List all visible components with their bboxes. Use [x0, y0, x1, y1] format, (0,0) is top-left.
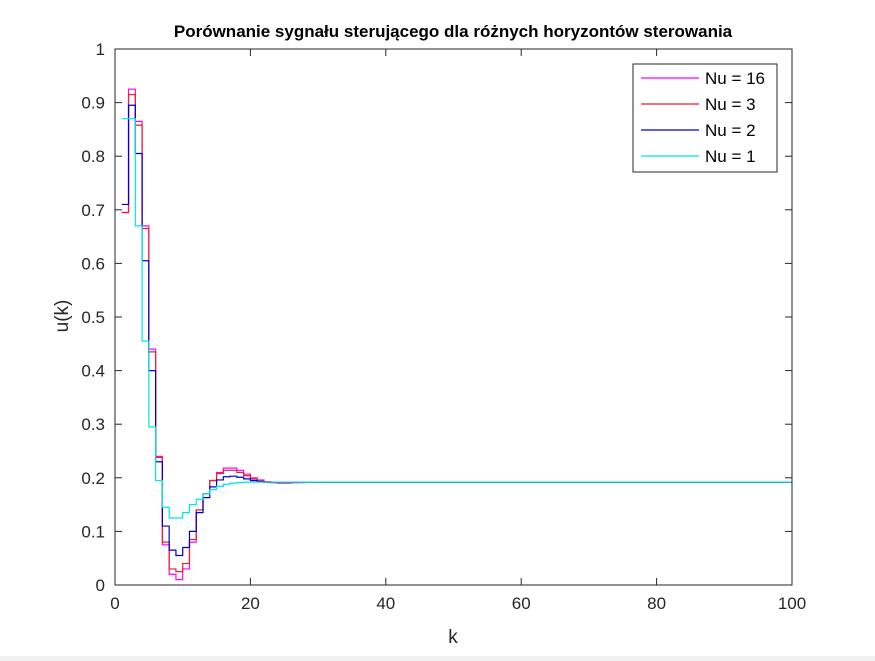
- y-tick-label: 0.7: [81, 201, 105, 220]
- x-tick-label: 0: [110, 594, 119, 613]
- x-tick-label: 80: [647, 594, 666, 613]
- series-line-4: [121, 118, 792, 519]
- y-tick-label: 0.1: [81, 522, 105, 541]
- y-tick-label: 0.5: [81, 308, 105, 327]
- y-tick-label: 0.6: [81, 254, 105, 273]
- chart-title: Porównanie sygnału sterującego dla różny…: [174, 22, 733, 41]
- x-tick-label: 60: [512, 594, 531, 613]
- y-axis-label: u(k): [52, 300, 73, 333]
- axes-layer: 0 20 40 60 80 100 0 0.1 0.2 0.3 0.4 0.5 0.6 0.7 0.8 0.9…: [81, 40, 806, 613]
- y-tick-label: 0.4: [81, 362, 105, 381]
- y-tick-label: 0: [96, 576, 105, 595]
- legend-label: Nu = 2: [705, 121, 756, 140]
- x-tick-label: 20: [241, 594, 260, 613]
- x-tick-label: 100: [778, 594, 806, 613]
- y-tick-label: 0.2: [81, 469, 105, 488]
- series-layer: [121, 88, 792, 581]
- legend: Nu = 16 Nu = 3 Nu = 2 Nu = 1: [632, 63, 778, 173]
- legend-label: Nu = 1: [705, 147, 756, 166]
- legend-box: [632, 63, 778, 173]
- legend-label: Nu = 16: [705, 69, 765, 88]
- legend-label: Nu = 3: [705, 95, 756, 114]
- y-tick-label: 0.3: [81, 415, 105, 434]
- y-tick-label: 0.9: [81, 94, 105, 113]
- y-tick-label: 0.8: [81, 147, 105, 166]
- y-tick-label: 1: [96, 40, 105, 59]
- x-axis-label: k: [448, 627, 458, 648]
- x-tick-label: 40: [376, 594, 395, 613]
